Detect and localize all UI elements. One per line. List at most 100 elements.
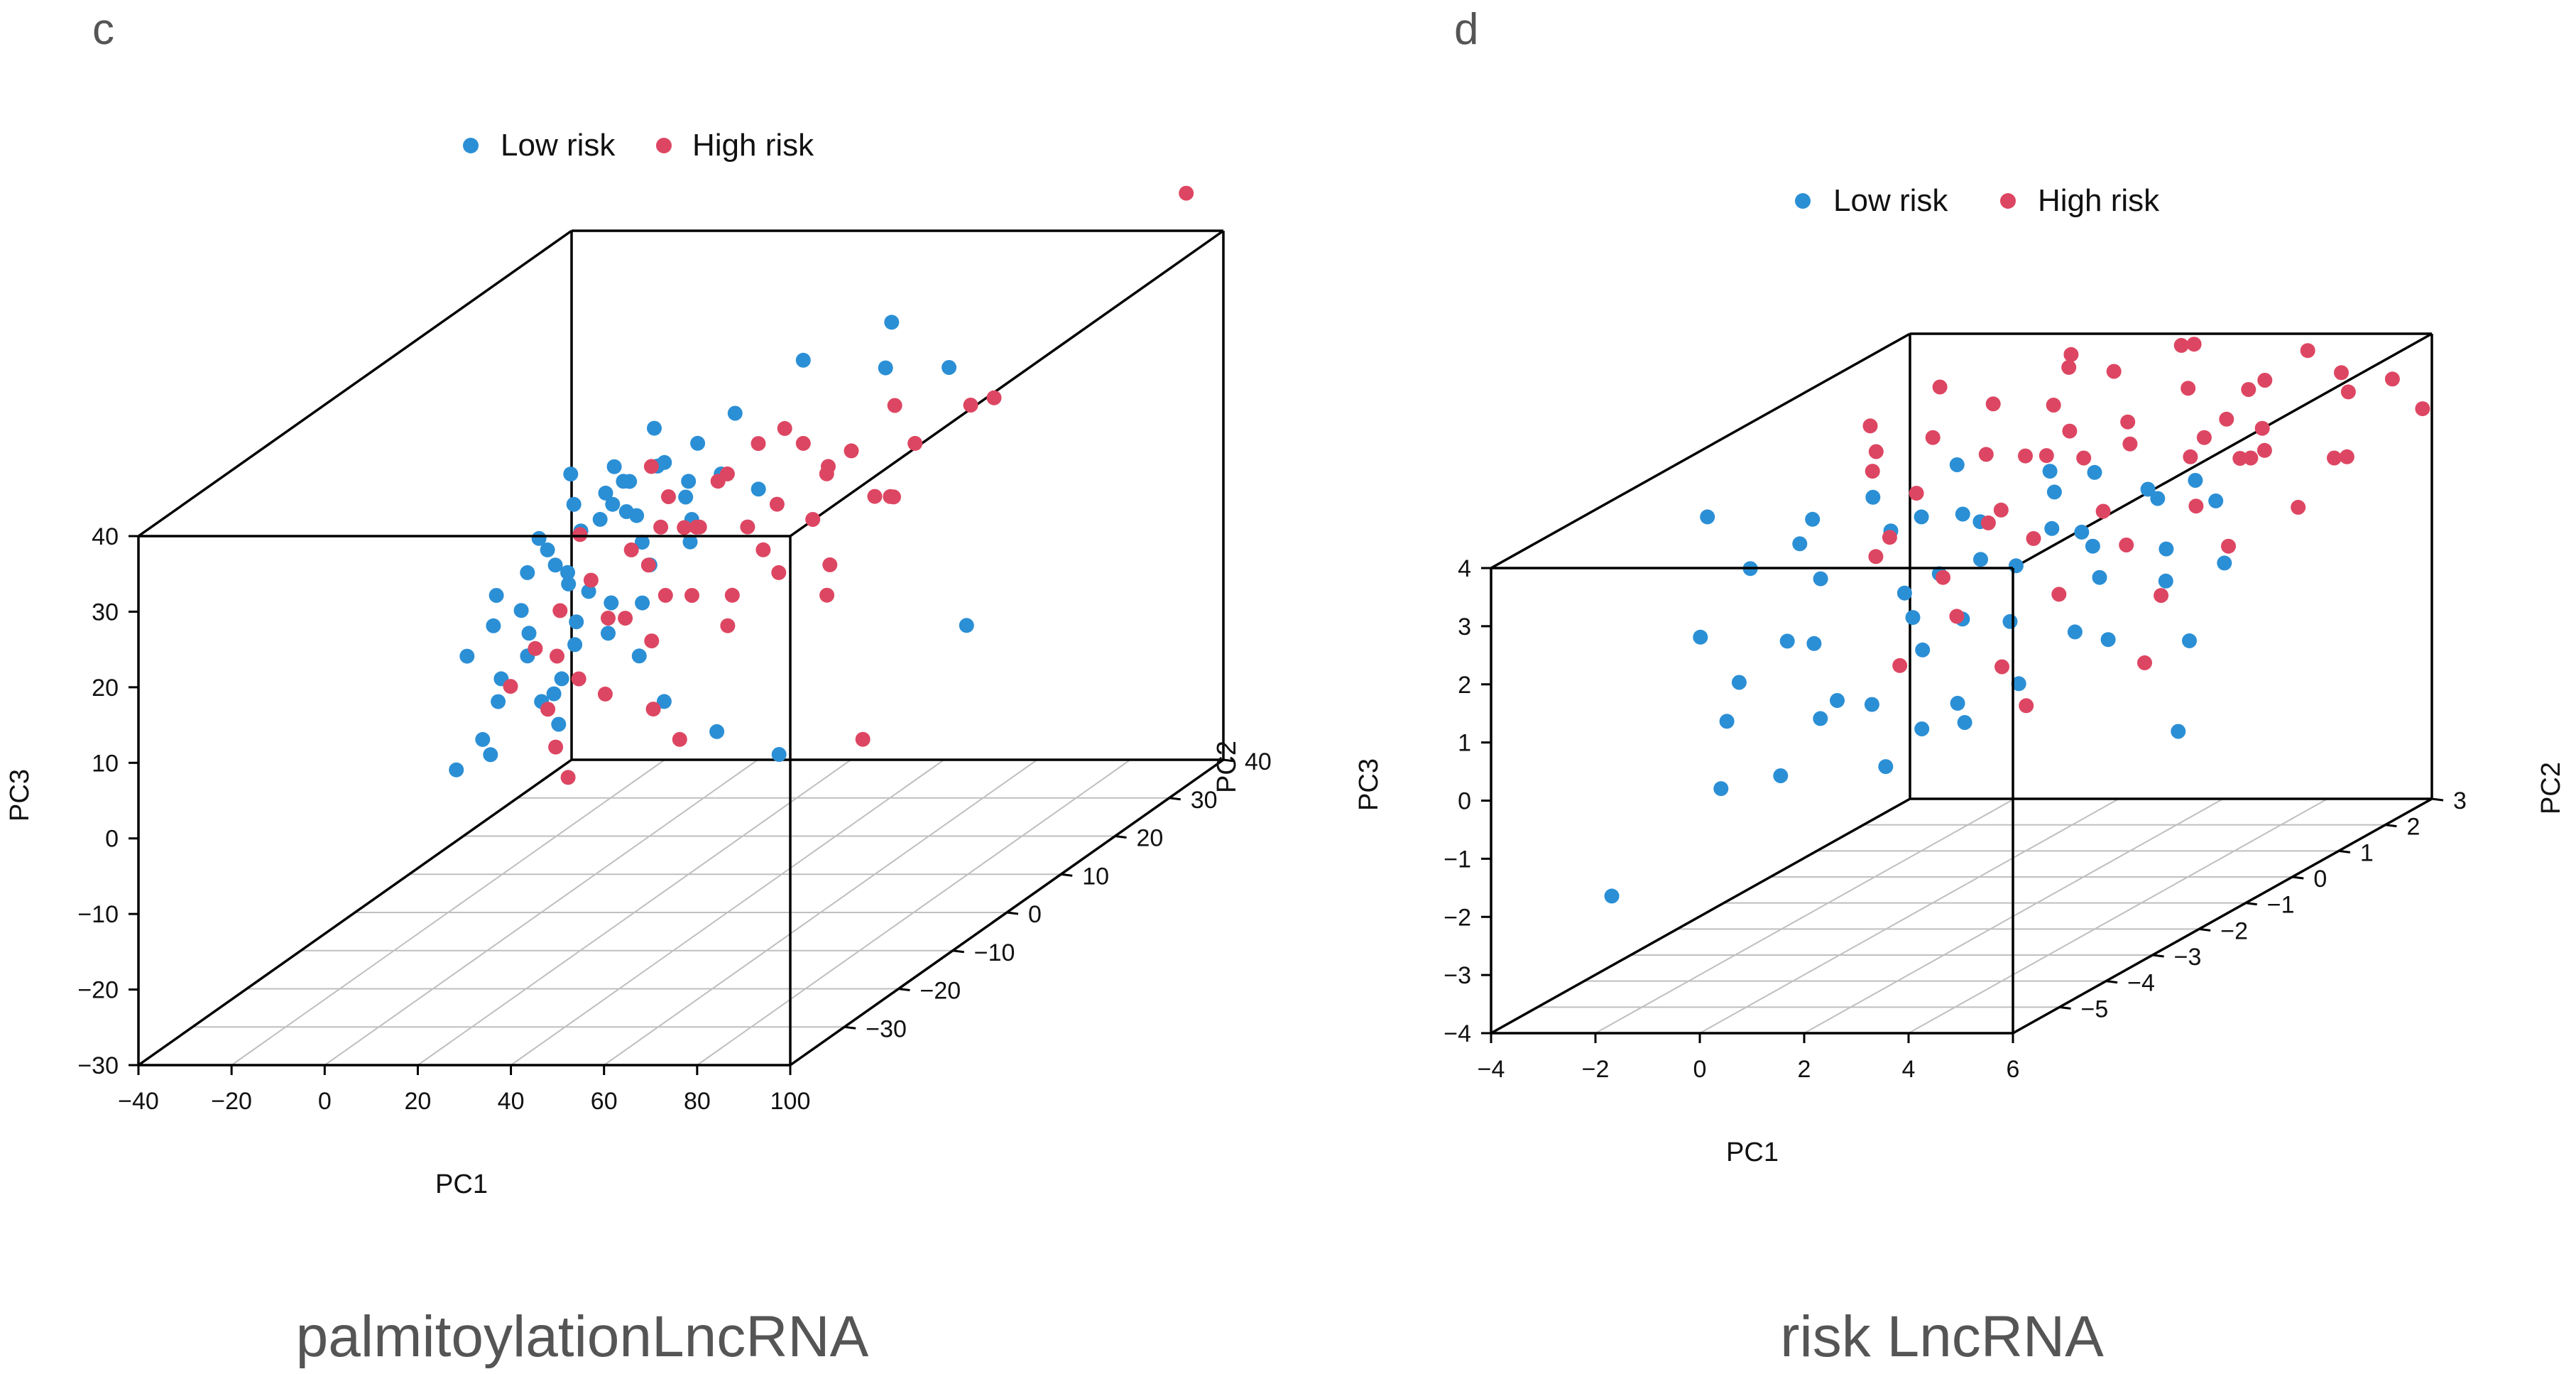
y-tick-mark: [2105, 980, 2118, 984]
y-tick-label: 30: [1191, 787, 1218, 814]
point-low-risk: [605, 496, 621, 512]
x-tick-label: 60: [591, 1088, 618, 1115]
point-low-risk: [1604, 888, 1620, 904]
z-tick-label: 2: [1458, 672, 1471, 699]
point-low-risk: [1700, 509, 1715, 525]
point-high-risk: [2327, 450, 2342, 466]
point-high-risk: [2063, 347, 2079, 362]
grid: [138, 759, 1224, 1066]
point-low-risk: [2008, 558, 2024, 574]
z-tick-label: 0: [105, 826, 119, 853]
point-high-risk: [907, 435, 923, 451]
point-high-risk: [618, 611, 633, 626]
point-high-risk: [2243, 450, 2259, 466]
point-low-risk: [1713, 781, 1729, 797]
point-low-risk: [566, 496, 582, 512]
point-high-risk: [2183, 449, 2198, 464]
z-tick-label: −1: [1443, 846, 1471, 873]
x-tick-label: 4: [1902, 1056, 1916, 1083]
point-low-risk: [1773, 768, 1789, 783]
y-tick-label: 2: [2406, 814, 2420, 841]
box-edge: [789, 229, 1225, 538]
y-tick-mark: [898, 988, 910, 991]
point-low-risk: [567, 637, 583, 653]
legend: Low risk High risk: [463, 128, 814, 163]
point-high-risk: [2076, 450, 2092, 466]
point-low-risk: [2046, 484, 2062, 500]
point-low-risk: [631, 648, 647, 664]
x-tick-label: −20: [211, 1088, 252, 1115]
point-low-risk: [2150, 491, 2166, 506]
point-high-risk: [2291, 499, 2306, 515]
point-high-risk: [689, 519, 704, 535]
x-tick-label: −4: [1478, 1056, 1505, 1083]
legend-marker-low-risk: [1795, 193, 1811, 209]
point-low-risk: [2158, 573, 2173, 589]
point-high-risk: [643, 459, 659, 474]
point-low-risk: [2100, 632, 2116, 648]
point-low-risk: [547, 557, 563, 573]
y-tick-mark: [1169, 797, 1181, 801]
point-low-risk: [1949, 457, 1965, 472]
box-edge: [137, 229, 573, 538]
point-high-risk: [2186, 337, 2202, 352]
y-tick-label: 3: [2453, 787, 2467, 814]
point-high-risk: [677, 520, 692, 535]
point-high-risk: [769, 496, 785, 512]
point-high-risk: [2219, 411, 2234, 427]
point-low-risk: [1693, 629, 1708, 645]
point-low-risk: [656, 694, 672, 709]
point-low-risk: [521, 626, 537, 641]
point-low-risk: [1779, 633, 1795, 649]
point-low-risk: [2044, 520, 2060, 536]
y-tick-mark: [1223, 758, 1235, 763]
point-low-risk: [563, 467, 579, 482]
point-low-risk: [598, 485, 613, 501]
x-tick-label: 0: [1693, 1056, 1707, 1083]
point-high-risk: [1932, 379, 1948, 395]
point-high-risk: [887, 398, 902, 413]
z-tick-label: −10: [77, 901, 119, 928]
point-high-risk: [1936, 569, 1950, 585]
point-low-risk: [1813, 711, 1828, 726]
legend-label-low-risk: Low risk: [1833, 183, 1948, 218]
point-high-risk: [1909, 486, 1924, 501]
y-tick-mark: [2152, 954, 2164, 958]
point-high-risk: [661, 489, 676, 504]
point-high-risk: [1994, 659, 2009, 675]
legend: Low risk High risk: [1795, 183, 2160, 218]
point-low-risk: [1731, 675, 1747, 690]
x-axis-label: PC1: [435, 1169, 488, 1199]
point-low-risk: [2074, 524, 2090, 540]
chart-title: palmitoylationLncRNA: [296, 1304, 869, 1369]
point-high-risk: [2154, 588, 2169, 604]
y-tick-label: 20: [1137, 825, 1164, 852]
point-high-risk: [2254, 420, 2270, 436]
z-tick-label: 20: [92, 675, 119, 702]
y-tick-label: 10: [1082, 863, 1109, 890]
point-low-risk: [647, 420, 662, 436]
point-high-risk: [548, 739, 564, 755]
point-high-risk: [1882, 530, 1897, 545]
point-low-risk: [554, 671, 569, 687]
point-high-risk: [597, 686, 613, 702]
y-tick-mark: [844, 1025, 856, 1030]
y-tick-label: 40: [1245, 748, 1272, 775]
y-tick-mark: [1006, 911, 1019, 915]
point-high-risk: [2256, 442, 2272, 458]
point-low-risk: [601, 626, 616, 641]
points: [449, 185, 1194, 785]
point-low-risk: [1896, 585, 1912, 601]
point-high-risk: [672, 731, 687, 747]
x-tick-label: 80: [684, 1088, 711, 1115]
box-edge: [2012, 797, 2433, 1035]
point-high-risk: [1925, 430, 1941, 445]
frame-front: [137, 535, 1225, 1067]
point-low-risk: [1915, 642, 1931, 658]
point-low-risk: [606, 459, 622, 474]
ticks: −4 −2 0 2 4 6 −4 −3 −2 −1 0 1 2 3 4 −5 −4 −3 −2 −1 0 1 2 3: [1443, 555, 2467, 1083]
z-tick-label: −20: [77, 977, 119, 1004]
point-high-risk: [2232, 451, 2248, 466]
floor-grid-line: [1595, 798, 2015, 1034]
point-low-risk: [709, 724, 725, 739]
